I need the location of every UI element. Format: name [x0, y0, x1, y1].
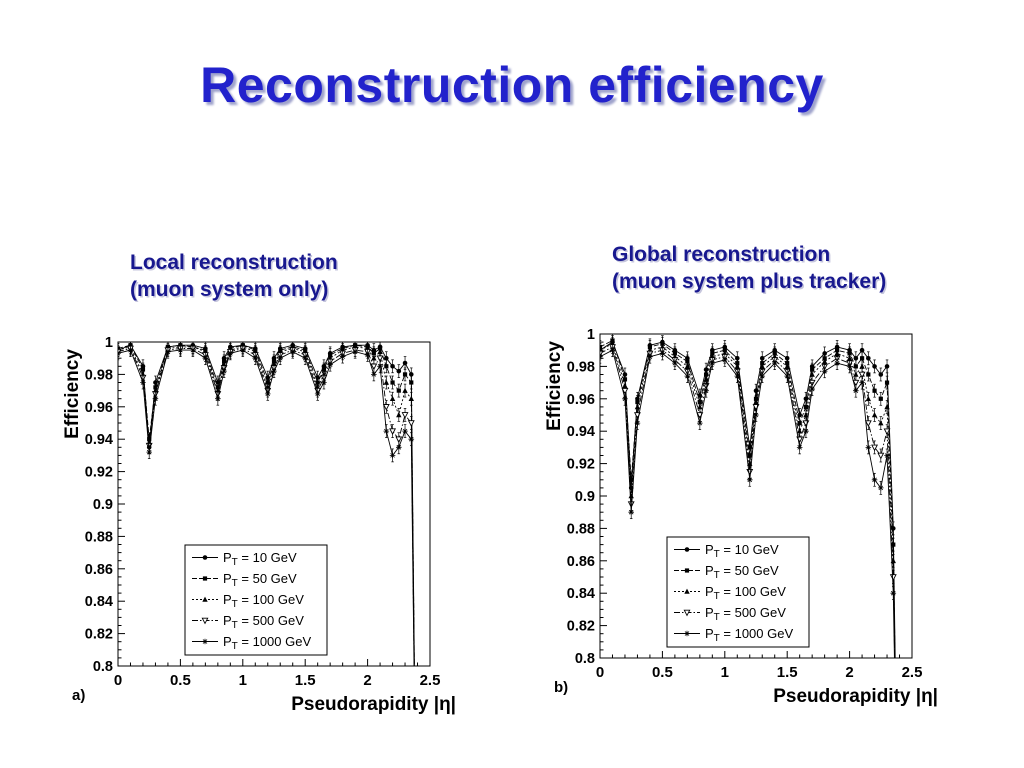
efficiency-plot: 10.980.960.940.920.90.880.860.840.820.80…: [544, 328, 938, 707]
panel-label: b): [554, 679, 568, 696]
x-tick-label: 0: [596, 664, 604, 681]
y-tick-label: 0.82: [567, 619, 595, 635]
x-axis-label: Pseudorapidity |η|: [291, 694, 456, 715]
x-tick-labels: 0 0.5 1 1.5 2 2.5: [114, 672, 441, 689]
y-tick-label: 0.86: [85, 562, 113, 578]
y-tick-label: 1: [587, 328, 595, 343]
legend-entry-label: PT = 500 GeV: [705, 605, 786, 623]
x-tick-label: 1: [721, 664, 729, 681]
legend-entry-label: PT = 500 GeV: [223, 613, 304, 631]
x-tick-label: 2: [845, 664, 853, 681]
x-tick-label: 1.5: [777, 664, 798, 681]
tick-marks: [117, 341, 431, 667]
y-tick-label: 0.8: [93, 659, 113, 675]
subtitle-global-line1: Global reconstruction: [612, 243, 831, 266]
x-tick-label: 0.5: [170, 672, 191, 689]
legend-box: [666, 536, 810, 648]
subtitle-global: Global reconstruction (muon system plus …: [612, 242, 886, 295]
subtitle-local-line1: Local reconstruction: [130, 251, 338, 274]
y-tick-label: 0.98: [567, 359, 595, 375]
chart-local-efficiency: 1 0.98 0.96 0.94 0.92 0.9 0.88 0.86 0.84 0.82 0.8 0…: [52, 336, 522, 724]
panel-local-reconstruction: Local reconstruction (muon system only) …: [52, 250, 522, 730]
subtitle-local-line2: (muon system only): [130, 277, 329, 301]
series-star: [118, 343, 415, 666]
series-star: [600, 343, 897, 658]
x-tick-label: 2.5: [902, 664, 923, 681]
subtitle-local: Local reconstruction (muon system only): [130, 250, 338, 303]
efficiency-plot: 10.980.960.940.920.90.880.860.840.820.80…: [62, 336, 456, 715]
x-tick-label: 0: [114, 672, 122, 689]
legend-entry-label: PT = 100 GeV: [705, 584, 786, 602]
slide-title: Reconstruction efficiency: [200, 57, 824, 113]
legend-entry-label: PT = 100 GeV: [223, 592, 304, 610]
y-tick-label: 0.9: [575, 489, 595, 505]
legend-entry-label: PT = 1000 GeV: [705, 626, 793, 644]
y-tick-label: 0.8: [575, 651, 595, 667]
y-tick-label: 0.84: [85, 594, 113, 610]
legend-entry-label: PT = 10 GeV: [705, 542, 779, 560]
y-axis-label: Efficiency: [544, 341, 565, 431]
tick-marks: [599, 333, 913, 659]
y-tick-labels: 1 0.98 0.96 0.94 0.92 0.9 0.88 0.86 0.84 0.82 0.8: [567, 328, 595, 667]
legend: PT = 10 GeV PT = 50 GeV PT = 100 GeV PT = 5…: [666, 536, 810, 648]
panel-label: a): [72, 687, 85, 704]
x-tick-label: 0.5: [652, 664, 673, 681]
x-tick-label: 2: [363, 672, 371, 689]
y-tick-label: 0.92: [85, 465, 113, 481]
x-axis-label: Pseudorapidity |η|: [773, 686, 938, 707]
y-tick-label: 0.94: [567, 424, 595, 440]
subtitle-global-line2: (muon system plus tracker): [612, 269, 887, 293]
chart-global-efficiency: 1 0.98 0.96 0.94 0.92 0.9 0.88 0.86 0.84 0.82 0.8 0…: [534, 328, 1004, 716]
y-tick-label: 0.88: [567, 521, 595, 537]
legend-entry-label: PT = 50 GeV: [223, 571, 297, 589]
y-tick-label: 0.84: [567, 586, 595, 602]
y-axis-label: Efficiency: [62, 349, 83, 439]
x-tick-label: 1: [239, 672, 247, 689]
y-tick-label: 0.96: [567, 392, 595, 408]
x-tick-labels: 0 0.5 1 1.5 2 2.5: [596, 664, 923, 681]
y-tick-label: 0.98: [85, 367, 113, 383]
legend: PT = 10 GeV PT = 50 GeV PT = 100 GeV PT = 5…: [184, 544, 328, 656]
y-tick-label: 0.9: [93, 497, 113, 513]
y-tick-label: 0.86: [567, 554, 595, 570]
y-tick-label: 0.88: [85, 529, 113, 545]
legend-entry-label: PT = 10 GeV: [223, 550, 297, 568]
x-tick-label: 1.5: [295, 672, 316, 689]
y-tick-label: 1: [105, 336, 113, 351]
panel-global-reconstruction: Global reconstruction (muon system plus …: [534, 242, 1004, 722]
y-tick-label: 0.94: [85, 432, 113, 448]
y-tick-label: 0.92: [567, 457, 595, 473]
legend-box: [184, 544, 328, 656]
legend-entry-label: PT = 1000 GeV: [223, 634, 311, 652]
y-tick-labels: 1 0.98 0.96 0.94 0.92 0.9 0.88 0.86 0.84 0.82 0.8: [85, 336, 113, 675]
y-tick-label: 0.96: [85, 400, 113, 416]
legend-entry-label: PT = 50 GeV: [705, 563, 779, 581]
x-tick-label: 2.5: [420, 672, 441, 689]
y-tick-label: 0.82: [85, 627, 113, 643]
